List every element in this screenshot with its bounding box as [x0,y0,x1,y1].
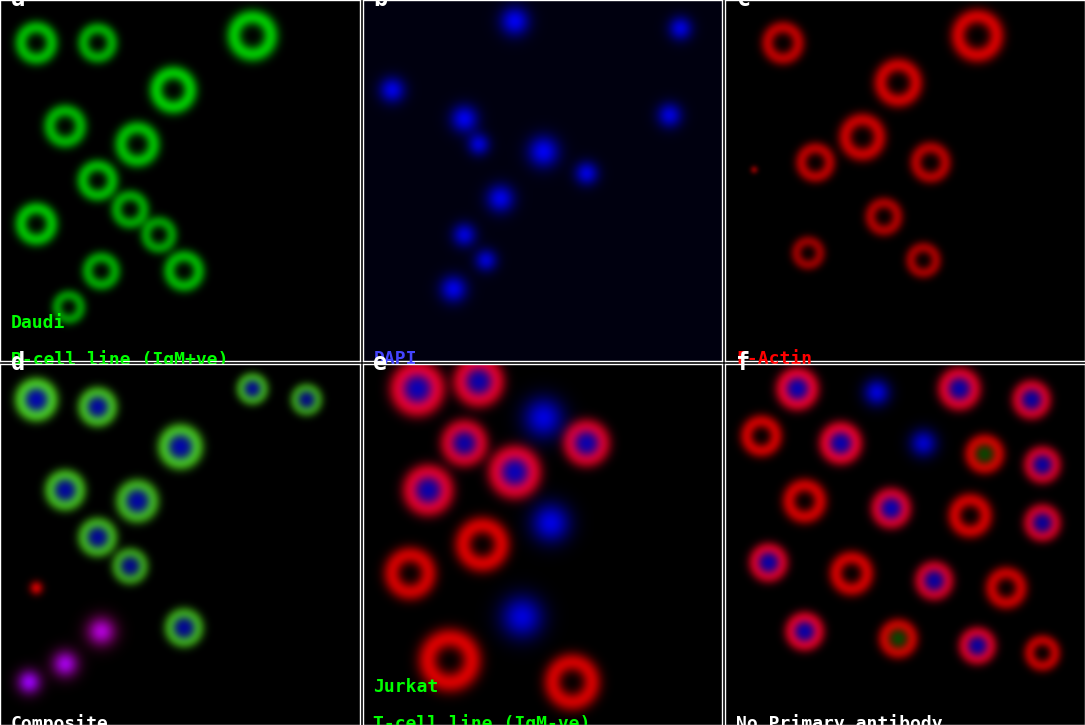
Text: DAPI: DAPI [373,350,417,368]
Text: No Primary antibody: No Primary antibody [736,714,943,725]
Text: d: d [11,351,25,375]
Text: B-cell line (IgM+ve): B-cell line (IgM+ve) [11,350,228,369]
Text: Daudi: Daudi [11,314,65,332]
Text: e: e [373,351,387,375]
Text: b: b [373,0,387,11]
Text: c: c [736,0,751,11]
Text: Jurkat: Jurkat [373,678,438,696]
Text: T-cell line (IgM-ve): T-cell line (IgM-ve) [373,714,591,725]
Text: a: a [11,0,25,11]
Text: F-Actin: F-Actin [736,350,813,368]
Text: f: f [736,351,751,375]
Text: Composite: Composite [11,714,108,725]
